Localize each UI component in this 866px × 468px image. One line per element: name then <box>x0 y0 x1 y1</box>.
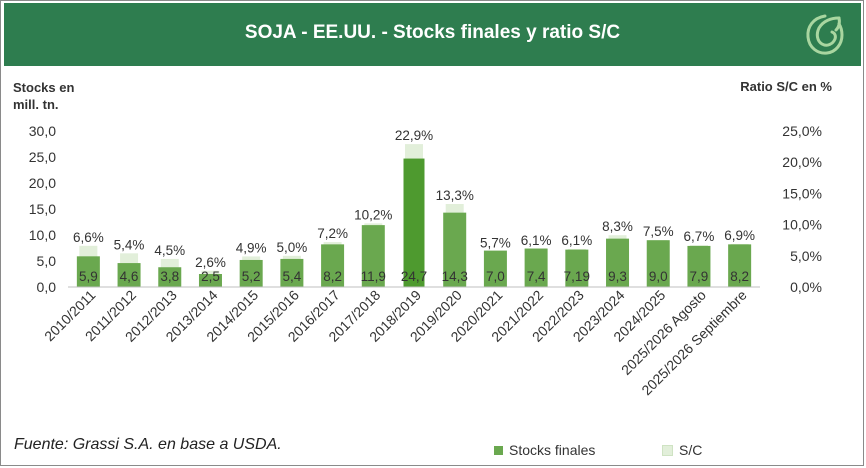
bar-stocks <box>687 245 711 287</box>
label-ratio: 6,7% <box>684 229 715 244</box>
label-ratio: 5,7% <box>480 235 511 250</box>
label-ratio: 5,4% <box>114 237 145 252</box>
label-ratio: 6,1% <box>521 233 552 248</box>
y-tick-left: 15,0 <box>29 201 56 217</box>
label-stocks: 14,3 <box>442 269 468 284</box>
y-tick-left: 5,0 <box>37 253 57 269</box>
source-note: Fuente: Grassi S.A. en base a USDA. <box>14 436 282 453</box>
label-stocks: 3,8 <box>160 269 179 284</box>
label-ratio: 4,5% <box>154 243 185 258</box>
label-stocks: 2,5 <box>201 269 220 284</box>
y-tick-right: 10,0% <box>782 217 822 233</box>
bar-stocks <box>565 249 589 287</box>
label-ratio: 22,9% <box>395 128 433 143</box>
label-stocks: 8,2 <box>730 269 749 284</box>
bar-stocks <box>198 274 222 287</box>
label-ratio: 5,0% <box>276 240 307 255</box>
bar-stocks <box>403 158 425 287</box>
y-tick-right: 0,0% <box>790 279 822 295</box>
bar-stocks <box>117 263 141 287</box>
bar-stocks <box>280 258 304 287</box>
label-ratio: 6,6% <box>73 230 104 245</box>
legend-stocks: Stocks finales <box>494 442 595 458</box>
y-tick-left: 30,0 <box>29 123 56 139</box>
y-axis-right-title: Ratio S/C en % <box>740 79 832 94</box>
grassi-leaf-icon <box>806 14 844 55</box>
label-stocks: 7,0 <box>486 269 505 284</box>
label-ratio: 6,1% <box>561 233 592 248</box>
label-ratio: 8,3% <box>602 219 633 234</box>
bar-stocks <box>646 240 670 287</box>
label-stocks: 24,7 <box>401 269 427 284</box>
bar-stocks <box>321 244 345 287</box>
title-bar: SOJA - EE.UU. - Stocks finales y ratio S… <box>4 3 861 66</box>
legend-label-ratio: S/C <box>679 442 703 458</box>
bar-stocks <box>606 238 630 287</box>
bar-stocks <box>76 256 100 287</box>
label-ratio: 7,2% <box>317 226 348 241</box>
legend-ratio: S/C <box>662 442 702 458</box>
label-stocks: 7,9 <box>690 269 709 284</box>
label-ratio: 4,9% <box>236 240 267 255</box>
label-ratio: 10,2% <box>354 207 392 222</box>
label-stocks: 5,4 <box>282 269 301 284</box>
label-stocks: 9,3 <box>608 269 627 284</box>
y-axis-left-title: Stocks en mill. tn. <box>13 80 75 112</box>
y-tick-right: 20,0% <box>782 154 822 170</box>
legend-swatch-stocks <box>494 445 503 455</box>
label-ratio: 13,3% <box>436 188 474 203</box>
bar-stocks <box>524 248 548 287</box>
y-tick-right: 15,0% <box>782 185 822 201</box>
bar-stocks <box>728 244 752 287</box>
label-ratio: 2,6% <box>195 255 226 270</box>
label-ratio: 6,9% <box>724 228 755 243</box>
label-stocks: 7,4 <box>527 269 546 284</box>
y-tick-left: 0,0 <box>37 279 57 295</box>
bar-stocks <box>361 225 385 287</box>
label-stocks: 5,9 <box>79 269 98 284</box>
bar-stocks <box>483 250 507 287</box>
y-tick-right: 5,0% <box>790 248 822 264</box>
legend-label-stocks: Stocks finales <box>509 442 596 458</box>
label-stocks: 7,19 <box>564 269 590 284</box>
y-tick-left: 20,0 <box>29 175 56 191</box>
bar-stocks <box>443 212 467 287</box>
label-stocks: 4,6 <box>120 269 139 284</box>
y-tick-right: 25,0% <box>782 123 822 139</box>
label-stocks: 11,9 <box>361 269 386 284</box>
chart-title: SOJA - EE.UU. - Stocks finales y ratio S… <box>244 22 621 43</box>
bar-stocks <box>158 267 182 287</box>
y-tick-left: 10,0 <box>29 227 56 243</box>
label-stocks: 8,2 <box>323 269 342 284</box>
bar-stocks <box>239 259 263 287</box>
label-ratio: 7,5% <box>643 224 674 239</box>
chart-plot: 0,0 5,0 10,0 15,0 20,0 25,0 30,0 0,0% 5,0% 10,0% 1… <box>29 123 822 398</box>
legend-swatch-ratio <box>662 444 673 456</box>
label-stocks: 5,2 <box>242 269 261 284</box>
y-tick-left: 25,0 <box>29 149 56 165</box>
label-stocks: 9,0 <box>649 269 668 284</box>
